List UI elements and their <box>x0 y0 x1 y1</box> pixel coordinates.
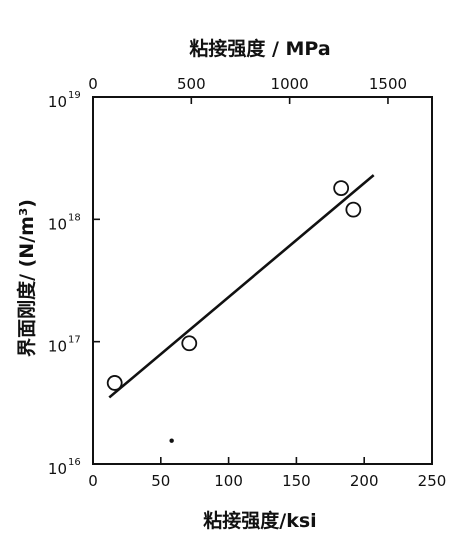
top-tick-label: 0 <box>88 75 98 93</box>
data-point <box>345 201 362 218</box>
bottom-axis-title: 粘接强度/ksi <box>203 509 316 532</box>
y-tick-label: 10 <box>48 460 67 478</box>
bottom-tick-label: 50 <box>151 472 170 490</box>
plot-frame-group <box>92 96 433 465</box>
bottom-tick-label: 250 <box>418 472 447 490</box>
top-tick-label: 500 <box>177 75 206 93</box>
data-point <box>333 180 350 197</box>
data-point <box>181 335 198 352</box>
y-tick-exponent: 19 <box>68 90 81 101</box>
data-point <box>106 375 123 391</box>
y-tick-label: 10 <box>48 93 67 111</box>
ticks-group <box>92 96 433 465</box>
y-axis-title: 界面刚度/ (N/m³) <box>15 199 38 357</box>
y-tick-base: 10 <box>48 460 67 478</box>
y-tick-exponent: 18 <box>68 212 81 223</box>
top-tick-label: 1000 <box>271 75 309 93</box>
y-tick-base: 10 <box>48 338 67 356</box>
y-tick-exponent: 17 <box>68 335 81 346</box>
data-group <box>106 174 375 443</box>
top-tick-label: 1500 <box>369 75 407 93</box>
y-tick-label: 10 <box>48 215 67 233</box>
stray-point <box>169 438 174 443</box>
bottom-tick-label: 100 <box>214 472 243 490</box>
y-tick-base: 10 <box>48 93 67 111</box>
y-tick-base: 10 <box>48 215 67 233</box>
top-axis-title: 粘接强度 / MPa <box>189 37 330 60</box>
bottom-tick-label: 200 <box>350 472 379 490</box>
bottom-tick-label: 0 <box>88 472 98 490</box>
bottom-tick-label: 150 <box>282 472 311 490</box>
plot-frame <box>92 96 433 465</box>
trend-line <box>108 174 375 399</box>
y-tick-exponent: 16 <box>68 457 81 468</box>
y-tick-label: 10 <box>48 338 67 356</box>
